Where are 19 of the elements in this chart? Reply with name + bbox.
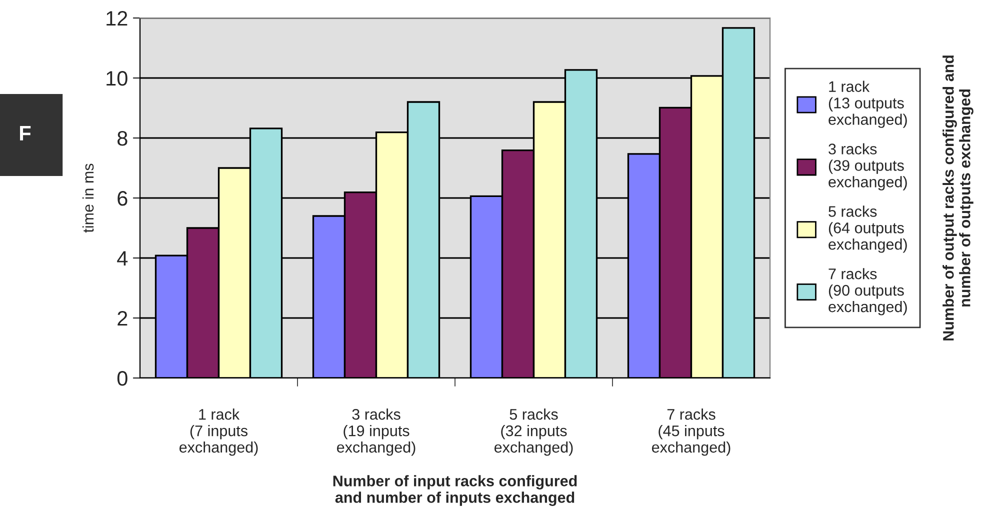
legend-label: 5 racks (64 outputs exchanged) [828,206,907,253]
y-tick-label: 6 [118,191,128,206]
x-tick-label: 1 rack (7 inputs exchanged) [179,408,258,456]
y-tick-label: 2 [118,311,128,326]
y-tick-label: 0 [117,371,128,386]
x-tick-label: 3 racks (19 inputs exchanged) [336,408,416,456]
y-tick-label: 8 [118,131,128,146]
legend-label: 7 racks (90 outputs exchanged) [828,268,907,316]
y-tick-label: 4 [117,251,128,266]
legend-title: Number of output racks configured and number of outputs exchanged [942,56,974,340]
x-tick-label: 7 racks (45 inputs exchanged) [652,408,730,456]
text: F [20,126,31,140]
legend-label: 3 racks (39 outputs exchanged) [828,143,907,190]
y-tick-label: 10 [106,71,128,86]
x-axis-title: Number of input racks configured and number of inputs exchanged [333,475,577,506]
x-tick-label: 5 racks (32 inputs exchanged) [494,408,573,456]
y-tick-label: 12 [106,11,128,26]
y-axis-title: time in ms [82,164,94,233]
legend-label: 1 rack (13 outputs exchanged) [828,80,907,128]
